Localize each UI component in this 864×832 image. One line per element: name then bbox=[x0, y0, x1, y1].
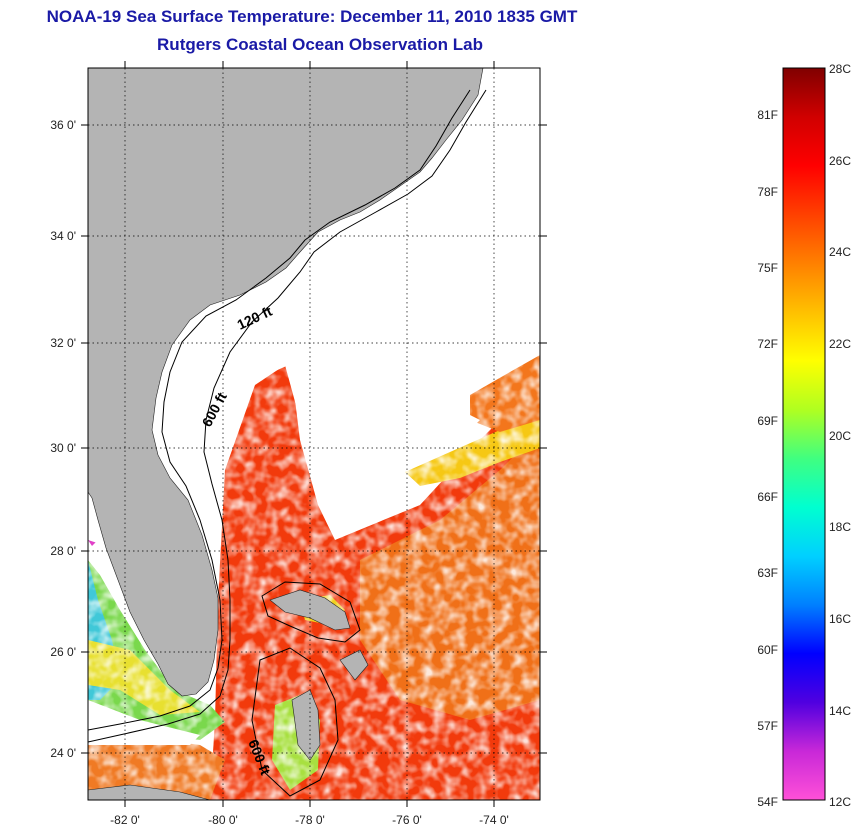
land-cuba-edge bbox=[88, 784, 211, 800]
lat-label-30: 30 0' bbox=[50, 441, 76, 455]
cb-f-75: 75F bbox=[757, 261, 778, 275]
cb-c-14: 14C bbox=[829, 704, 851, 718]
land-us-southeast bbox=[88, 68, 484, 697]
map-subtitle: Rutgers Coastal Ocean Observation Lab bbox=[157, 35, 483, 54]
land-eleuthera bbox=[339, 649, 369, 681]
cb-f-57: 57F bbox=[757, 719, 778, 733]
lat-label-26: 26 0' bbox=[50, 645, 76, 659]
lon-label-78: -78 0' bbox=[295, 813, 325, 827]
cb-f-54: 54F bbox=[757, 795, 778, 809]
map-area bbox=[88, 68, 540, 800]
latitude-labels: 36 0' 34 0' 32 0' 30 0' 28 0' 26 0' 24 0… bbox=[50, 118, 76, 760]
cb-f-72: 72F bbox=[757, 337, 778, 351]
lon-label-82: -82 0' bbox=[110, 813, 140, 827]
lat-label-34: 34 0' bbox=[50, 229, 76, 243]
isobath-600ft bbox=[88, 89, 487, 743]
isobath-bahamas bbox=[261, 581, 361, 643]
cloud-region-mid bbox=[290, 350, 480, 505]
cb-f-66: 66F bbox=[757, 490, 778, 504]
land-grand-bahama bbox=[269, 589, 351, 631]
lat-label-24: 24 0' bbox=[50, 746, 76, 760]
lat-label-28: 28 0' bbox=[50, 544, 76, 558]
lon-label-76: -76 0' bbox=[392, 813, 422, 827]
cb-f-78: 78F bbox=[757, 185, 778, 199]
cb-c-22: 22C bbox=[829, 337, 851, 351]
lat-label-32: 32 0' bbox=[50, 336, 76, 350]
graticule bbox=[88, 68, 540, 800]
colorbar-celsius-labels: 28C 26C 24C 22C 20C 18C 16C 14C 12C bbox=[829, 62, 851, 809]
cb-c-20: 20C bbox=[829, 429, 851, 443]
colorbar-fahrenheit-labels: 81F 78F 75F 72F 69F 66F 63F 60F 57F 54F bbox=[757, 108, 778, 809]
lon-label-74: -74 0' bbox=[479, 813, 509, 827]
cb-f-69: 69F bbox=[757, 414, 778, 428]
lat-label-36: 36 0' bbox=[50, 118, 76, 132]
cb-c-12: 12C bbox=[829, 795, 851, 809]
cb-c-26: 26C bbox=[829, 154, 851, 168]
cb-f-63: 63F bbox=[757, 566, 778, 580]
cb-c-18: 18C bbox=[829, 520, 851, 534]
longitude-labels: -82 0' -80 0' -78 0' -76 0' -74 0' bbox=[110, 813, 509, 827]
isobath-tongue-ocean bbox=[251, 647, 339, 797]
map-frame bbox=[87, 67, 541, 801]
cloud-gulf-mid bbox=[88, 700, 200, 745]
map-title: NOAA-19 Sea Surface Temperature: Decembe… bbox=[46, 7, 578, 26]
axis-ticks bbox=[81, 61, 547, 807]
cb-c-28: 28C bbox=[829, 62, 851, 76]
cb-f-60: 60F bbox=[757, 643, 778, 657]
lon-label-80: -80 0' bbox=[208, 813, 238, 827]
cb-c-24: 24C bbox=[829, 245, 851, 259]
isobath-120ft bbox=[88, 89, 471, 731]
cb-f-81: 81F bbox=[757, 108, 778, 122]
colorbar bbox=[782, 67, 826, 801]
cb-c-16: 16C bbox=[829, 612, 851, 626]
